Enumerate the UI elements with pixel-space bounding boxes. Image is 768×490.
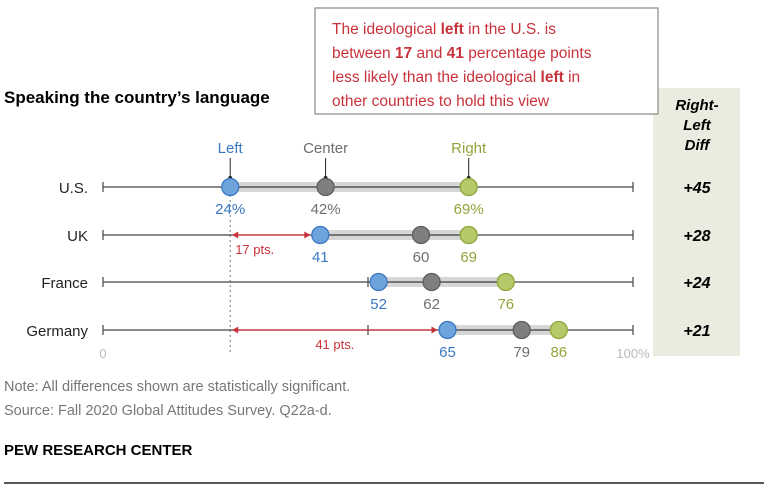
value-label-center: 60: [413, 249, 430, 266]
dot-right: [549, 320, 568, 340]
value-label-center: 62: [423, 296, 440, 313]
row-label: Germany: [26, 323, 88, 340]
annotation-bold-text: 17: [395, 45, 412, 62]
dot-left: [221, 177, 240, 197]
source-text: Source: Fall 2020 Global Attitudes Surve…: [4, 403, 332, 419]
dot-center: [512, 320, 531, 340]
value-label-left: 65: [439, 344, 456, 361]
annotation-segment: The ideological: [332, 21, 441, 38]
annotation-text: The ideological left in the U.S. is betwe…: [332, 21, 592, 110]
annotation-segment: and: [412, 45, 446, 62]
diff-value: +24: [683, 275, 710, 292]
diff-header-text: Left: [683, 117, 712, 134]
dot-center: [316, 177, 335, 197]
diff-value: +28: [683, 228, 710, 245]
arrow-head: [232, 326, 239, 334]
value-label-right: 69%: [454, 201, 484, 218]
arrow-head: [304, 231, 311, 239]
value-label-center: 42%: [311, 201, 341, 218]
x-tick-label: 100%: [616, 346, 650, 361]
legend-label-left: Left: [218, 140, 244, 157]
dot-left: [369, 272, 388, 292]
dot-left: [311, 225, 330, 245]
dot-center: [422, 272, 441, 292]
dot-center: [411, 225, 431, 245]
note-text: Note: All differences shown are statisti…: [4, 379, 350, 395]
value-label-right: 76: [497, 296, 514, 313]
row-label: France: [41, 275, 88, 292]
annotation-bold-text: left: [541, 69, 564, 86]
value-label-left: 52: [370, 296, 387, 313]
value-label-center: 79: [513, 344, 530, 361]
diff-value: +45: [683, 180, 711, 197]
arrow-head: [431, 326, 438, 334]
annotation-segment: in the U.S. is: [464, 21, 556, 38]
value-label-left: 24%: [215, 201, 245, 218]
x-tick-label: 0: [99, 346, 106, 361]
value-label-right: 86: [550, 344, 567, 361]
annotation-bold-text: 41: [447, 45, 465, 62]
diff-header-text: Diff: [685, 137, 712, 154]
legend-label-right: Right: [451, 140, 487, 157]
dot-right: [496, 272, 515, 292]
diff-column-background: [653, 88, 740, 356]
annotation-segment: percentage points: [464, 45, 592, 62]
dot-right: [459, 225, 478, 245]
value-label-left: 41: [312, 249, 329, 266]
annotation-box: [314, 7, 659, 115]
row-label: U.S.: [59, 180, 88, 197]
brand-logo: PEW RESEARCH CENTER: [4, 442, 193, 459]
annotation-segment: other countries to hold this view: [332, 93, 550, 110]
value-label-right: 69: [460, 249, 477, 266]
annotation-segment: less likely than the ideological: [332, 69, 541, 86]
dot-left: [438, 320, 457, 340]
dot-right: [459, 177, 478, 197]
annotation-bold-text: left: [441, 21, 464, 38]
legend-label-center: Center: [303, 140, 348, 157]
chart-title: Speaking the country’s language: [4, 88, 270, 107]
gap-label: 17 pts.: [235, 242, 274, 257]
gap-label: 41 pts.: [315, 337, 354, 352]
diff-header-text: Right-: [675, 97, 718, 114]
annotation-segment: between: [332, 45, 395, 62]
diff-value: +21: [683, 323, 710, 340]
row-label: UK: [67, 228, 88, 245]
arrow-head: [232, 231, 239, 239]
annotation-segment: in: [564, 69, 580, 86]
